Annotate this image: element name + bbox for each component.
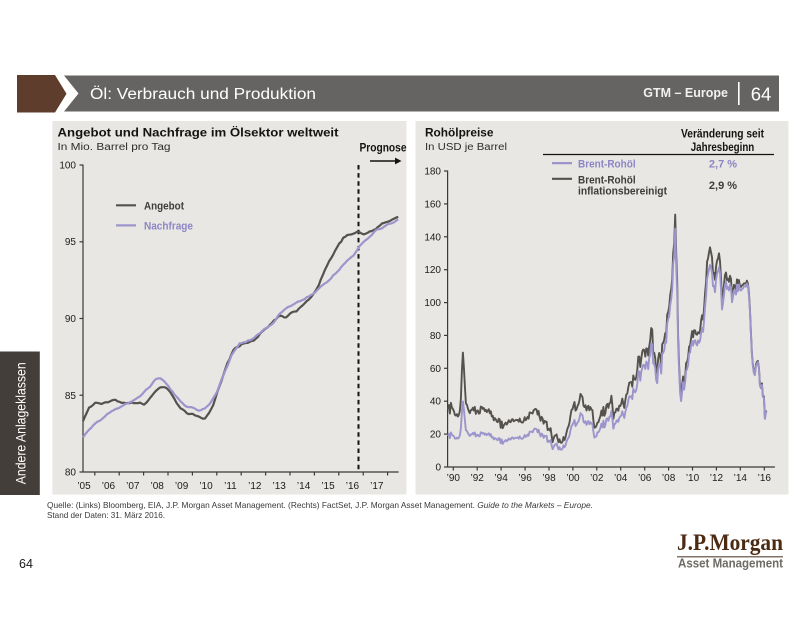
- svg-text:’14: ’14: [297, 481, 311, 492]
- svg-text:80: 80: [65, 468, 77, 479]
- svg-text:’16: ’16: [758, 473, 772, 484]
- svg-text:inflationsbereinigt: inflationsbereinigt: [578, 186, 667, 198]
- svg-text:85: 85: [65, 391, 77, 402]
- svg-text:40: 40: [430, 397, 442, 408]
- svg-text:64: 64: [19, 557, 33, 571]
- svg-text:0: 0: [435, 463, 441, 474]
- svg-text:20: 20: [430, 430, 442, 441]
- svg-text:J.P.Morgan: J.P.Morgan: [677, 530, 783, 556]
- svg-text:’11: ’11: [224, 481, 237, 492]
- svg-text:’13: ’13: [273, 481, 287, 492]
- svg-text:In USD je Barrel: In USD je Barrel: [425, 142, 507, 153]
- svg-text:Quelle: (Links) Bloomberg, EIA: Quelle: (Links) Bloomberg, EIA, J.P. Mor…: [47, 500, 593, 510]
- svg-text:Angebot und Nachfrage im Ölsek: Angebot und Nachfrage im Ölsektor weltwe…: [58, 127, 339, 140]
- svg-text:’92: ’92: [471, 473, 485, 484]
- svg-text:Prognose: Prognose: [360, 143, 407, 155]
- svg-text:60: 60: [430, 364, 442, 375]
- svg-text:’02: ’02: [590, 473, 604, 484]
- svg-text:90: 90: [65, 314, 77, 325]
- svg-text:’16: ’16: [346, 481, 360, 492]
- svg-text:95: 95: [65, 237, 77, 248]
- svg-text:2,9 %: 2,9 %: [709, 180, 737, 192]
- svg-text:140: 140: [424, 232, 441, 243]
- svg-text:’10: ’10: [686, 473, 700, 484]
- svg-text:Stand der Daten: 31. März 2016: Stand der Daten: 31. März 2016.: [47, 510, 165, 520]
- svg-text:Asset Management: Asset Management: [678, 556, 784, 571]
- svg-text:’17: ’17: [370, 481, 384, 492]
- svg-text:’09: ’09: [175, 481, 189, 492]
- svg-text:GTM – Europe: GTM – Europe: [643, 86, 728, 100]
- svg-text:’06: ’06: [638, 473, 652, 484]
- svg-text:’00: ’00: [566, 473, 580, 484]
- svg-text:’08: ’08: [662, 473, 676, 484]
- svg-text:Nachfrage: Nachfrage: [144, 220, 193, 232]
- svg-text:Brent-Rohöl: Brent-Rohöl: [578, 175, 636, 187]
- svg-text:’04: ’04: [614, 473, 628, 484]
- svg-text:120: 120: [424, 265, 441, 276]
- svg-text:Rohölpreise: Rohölpreise: [425, 128, 494, 140]
- svg-text:100: 100: [59, 161, 76, 172]
- svg-text:’06: ’06: [102, 481, 116, 492]
- svg-text:100: 100: [424, 298, 441, 309]
- svg-text:180: 180: [424, 167, 441, 178]
- svg-text:’15: ’15: [321, 481, 335, 492]
- svg-text:Veränderung seit: Veränderung seit: [681, 129, 764, 141]
- svg-text:’12: ’12: [248, 481, 262, 492]
- svg-text:64: 64: [751, 84, 772, 105]
- svg-text:’14: ’14: [734, 473, 748, 484]
- svg-text:’10: ’10: [199, 481, 213, 492]
- svg-text:80: 80: [430, 331, 442, 342]
- svg-text:Öl: Verbrauch und Produktion: Öl: Verbrauch und Produktion: [90, 85, 316, 103]
- svg-text:160: 160: [424, 199, 441, 210]
- svg-text:Brent-Rohöl: Brent-Rohöl: [578, 159, 636, 171]
- svg-text:Andere Anlageklassen: Andere Anlageklassen: [14, 362, 29, 484]
- svg-text:Angebot: Angebot: [144, 200, 184, 212]
- svg-text:’94: ’94: [494, 473, 508, 484]
- svg-text:’05: ’05: [77, 481, 91, 492]
- svg-text:2,7 %: 2,7 %: [709, 159, 737, 171]
- svg-text:’98: ’98: [542, 473, 556, 484]
- svg-text:’96: ’96: [518, 473, 532, 484]
- svg-text:’12: ’12: [710, 473, 724, 484]
- svg-text:’08: ’08: [151, 481, 165, 492]
- svg-text:In Mio. Barrel pro Tag: In Mio. Barrel pro Tag: [58, 142, 171, 153]
- svg-text:’90: ’90: [447, 473, 461, 484]
- svg-text:’07: ’07: [126, 481, 140, 492]
- svg-text:Jahresbeginn: Jahresbeginn: [691, 142, 755, 154]
